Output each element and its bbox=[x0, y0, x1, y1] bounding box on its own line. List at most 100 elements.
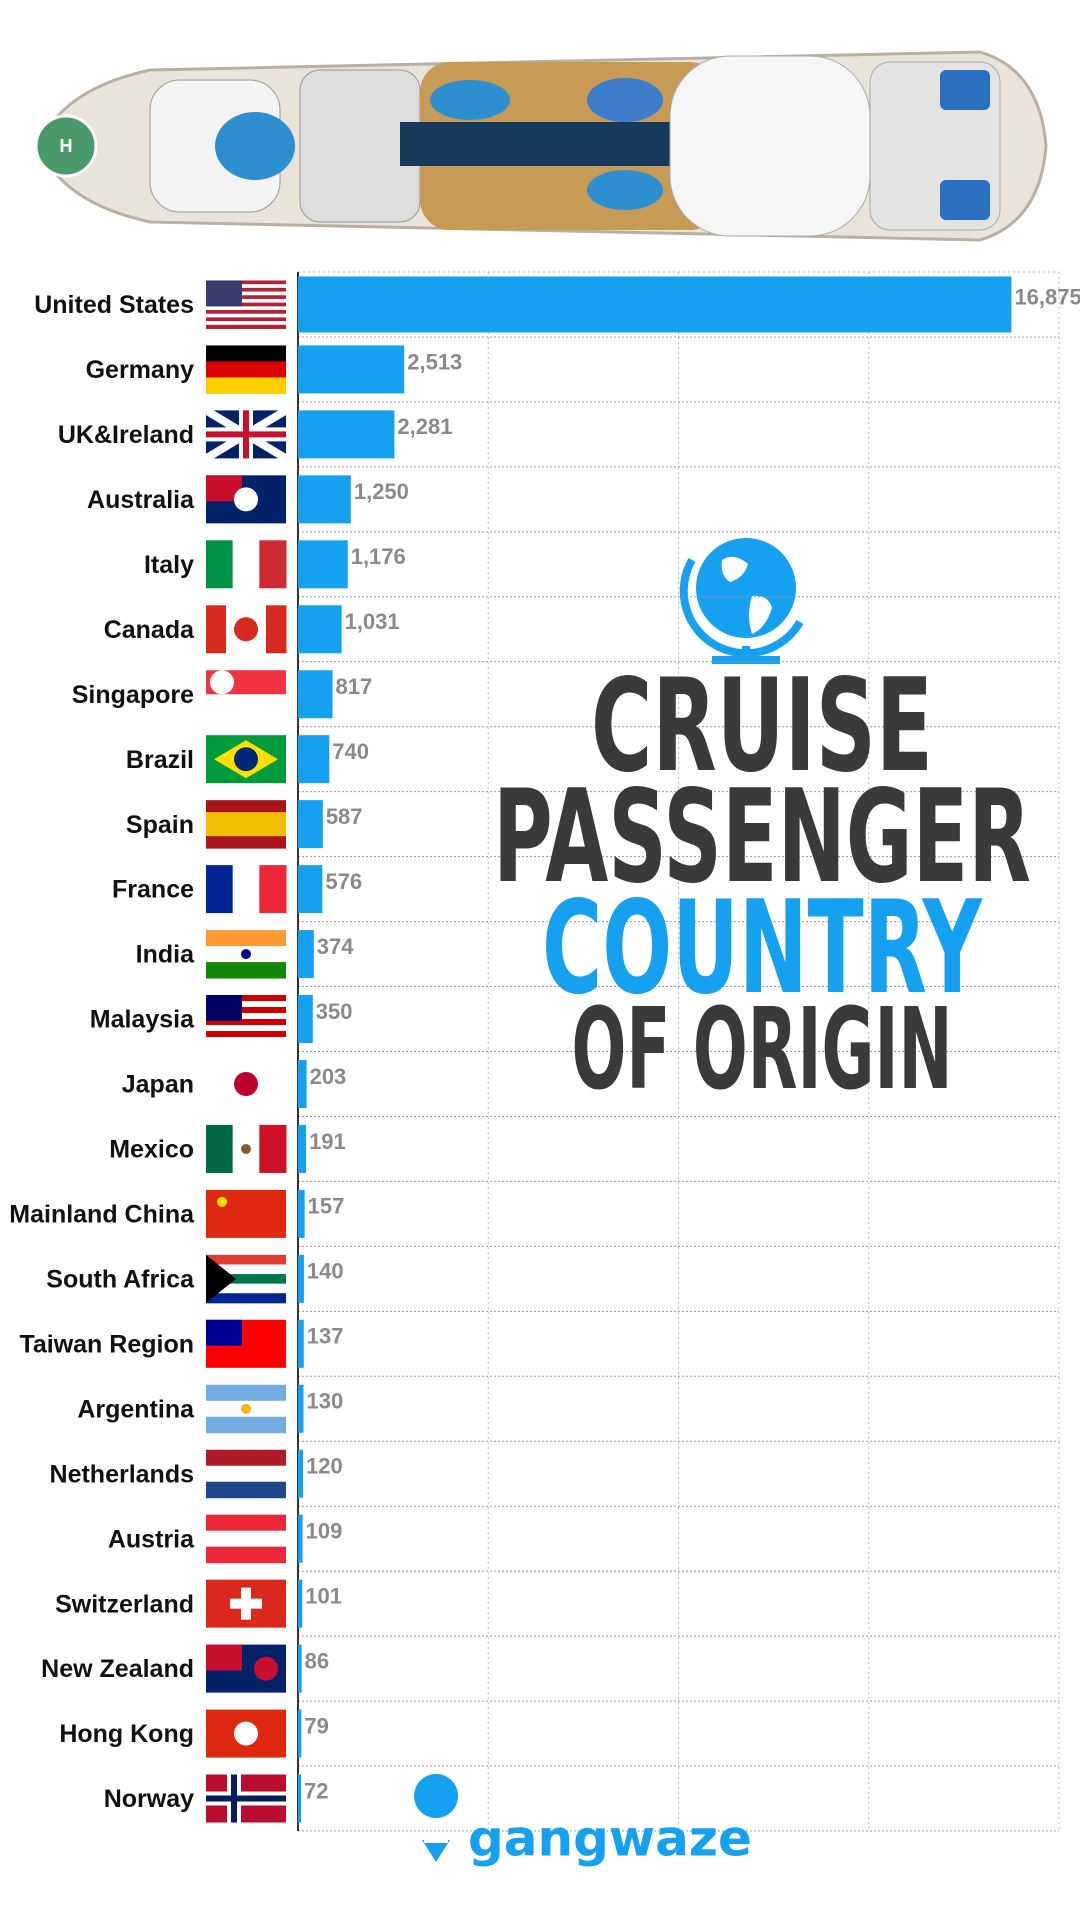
value-label: 203 bbox=[310, 1064, 347, 1089]
flag-stripe bbox=[206, 962, 286, 979]
category-label: Argentina bbox=[77, 1395, 195, 1423]
flag-stripe bbox=[206, 287, 286, 293]
category-label: Japan bbox=[122, 1071, 194, 1099]
value-label: 86 bbox=[305, 1648, 329, 1673]
flag bbox=[206, 540, 287, 589]
title-line: CRUISE bbox=[591, 652, 933, 801]
value-label: 2,513 bbox=[407, 349, 462, 374]
title-line: OF ORIGIN bbox=[572, 985, 953, 1115]
flag-stripe bbox=[206, 1007, 286, 1014]
category-label: France bbox=[112, 876, 194, 904]
flag-stripe bbox=[206, 1530, 286, 1548]
value-label: 16,875 bbox=[1014, 284, 1080, 309]
flag-emblem bbox=[217, 1196, 227, 1207]
value-label: 740 bbox=[332, 739, 369, 764]
flag-emblem bbox=[241, 949, 251, 960]
flag-emblem bbox=[241, 1403, 251, 1414]
flag-cross bbox=[206, 1795, 286, 1802]
flag bbox=[206, 1579, 286, 1628]
value-label: 72 bbox=[304, 1778, 328, 1803]
flag-stripe bbox=[206, 1449, 286, 1467]
category-label: Switzerland bbox=[55, 1590, 194, 1618]
category-label: Austria bbox=[108, 1525, 195, 1553]
category-label: United States bbox=[34, 291, 194, 319]
flag-cross bbox=[230, 1598, 262, 1609]
flag bbox=[206, 1254, 286, 1304]
flag-stripe bbox=[206, 295, 286, 300]
category-label: India bbox=[136, 941, 195, 969]
flag-stripe bbox=[206, 1254, 286, 1265]
flag-stripe bbox=[206, 310, 286, 315]
flag-stripe bbox=[206, 1481, 286, 1499]
flag bbox=[206, 735, 286, 784]
flag bbox=[206, 1319, 286, 1368]
flag-canton bbox=[206, 1319, 242, 1346]
bar bbox=[298, 1319, 304, 1368]
bar bbox=[298, 1644, 302, 1693]
flag bbox=[206, 995, 286, 1044]
value-label: 1,176 bbox=[351, 544, 406, 569]
bar bbox=[298, 410, 395, 459]
bar bbox=[298, 605, 342, 654]
flag bbox=[206, 1774, 286, 1823]
flag-stripe bbox=[206, 930, 286, 947]
flag-stripe bbox=[206, 800, 286, 813]
category-label: Mainland China bbox=[9, 1201, 195, 1229]
flag-stripe bbox=[232, 865, 260, 914]
bar bbox=[298, 1059, 307, 1108]
flag-stripe bbox=[206, 1416, 286, 1434]
flag-stripe bbox=[206, 812, 286, 825]
flag-canton bbox=[206, 1644, 242, 1671]
value-label: 817 bbox=[336, 674, 373, 699]
bar bbox=[298, 930, 314, 979]
flag bbox=[206, 930, 286, 979]
category-label: Netherlands bbox=[50, 1460, 194, 1488]
flag-stripe bbox=[206, 1274, 286, 1285]
value-label: 374 bbox=[317, 934, 354, 959]
bar bbox=[298, 1449, 304, 1498]
value-label: 350 bbox=[316, 999, 353, 1024]
flag-stripe bbox=[266, 605, 287, 654]
flag-stripe bbox=[206, 1037, 286, 1044]
value-label: 130 bbox=[306, 1389, 343, 1414]
flag-bg bbox=[206, 1189, 286, 1238]
bar bbox=[298, 1709, 302, 1758]
flag bbox=[206, 1059, 286, 1108]
category-label: UK&Ireland bbox=[58, 421, 194, 449]
flag-stripe bbox=[206, 1384, 286, 1402]
bar bbox=[298, 276, 1012, 333]
flag-stripe bbox=[232, 540, 260, 589]
flag bbox=[206, 1709, 286, 1758]
flag-stripe bbox=[206, 324, 286, 329]
value-label: 109 bbox=[306, 1519, 343, 1544]
flag-stripe bbox=[206, 298, 286, 304]
category-label: Brazil bbox=[126, 746, 194, 774]
flag-stripe bbox=[206, 1001, 286, 1008]
svg-text:H: H bbox=[60, 136, 73, 156]
value-label: 137 bbox=[307, 1324, 344, 1349]
flag bbox=[206, 1514, 286, 1564]
flag-emblem bbox=[234, 747, 258, 772]
bar bbox=[298, 995, 313, 1044]
flag-stripe bbox=[206, 345, 286, 362]
flag bbox=[206, 865, 287, 914]
flag-canton bbox=[206, 995, 242, 1021]
flag-cross bbox=[206, 431, 286, 438]
category-label: Italy bbox=[144, 551, 194, 579]
flag-stripe bbox=[206, 280, 286, 285]
bar bbox=[298, 1124, 307, 1173]
flag-stripe bbox=[206, 694, 286, 719]
category-label: Singapore bbox=[72, 681, 194, 709]
value-label: 140 bbox=[307, 1259, 344, 1284]
value-label: 157 bbox=[308, 1194, 345, 1219]
bar bbox=[298, 1189, 305, 1238]
title-line: PASSENGER bbox=[493, 763, 1031, 912]
category-label: Germany bbox=[86, 356, 194, 384]
bar bbox=[298, 800, 323, 849]
bar bbox=[298, 865, 323, 914]
flag-stripe bbox=[206, 605, 227, 654]
flag-stripe bbox=[206, 284, 286, 289]
bar bbox=[298, 1514, 303, 1563]
bar bbox=[298, 1774, 302, 1823]
